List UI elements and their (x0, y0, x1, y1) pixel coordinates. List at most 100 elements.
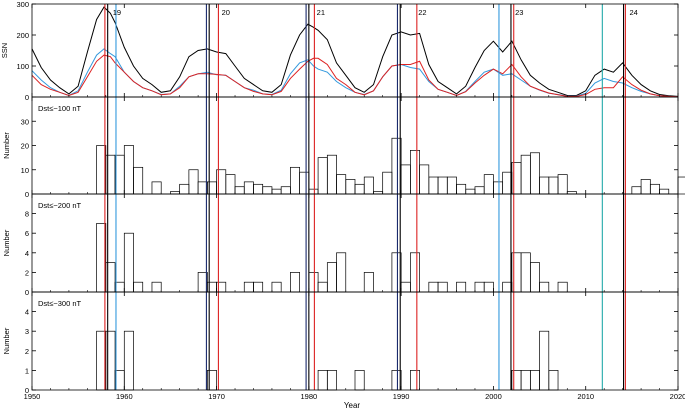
x-tick-label: 1980 (301, 392, 318, 401)
cycle-label-23: 23 (515, 8, 523, 17)
storm-count-bar (354, 183, 365, 195)
storm-count-bar (326, 262, 337, 293)
storm-count-bar (345, 179, 356, 195)
cycle-label-21: 21 (317, 8, 325, 17)
storm-count-bar (290, 166, 300, 195)
storm-count-bar (520, 252, 531, 293)
storm-count-bar (382, 171, 393, 195)
panel-frame-2 (31, 193, 679, 293)
x-tick-label: 1970 (208, 392, 225, 401)
storm-count-bar (677, 176, 685, 195)
storm-count-bar (308, 272, 319, 293)
cycle-label-19: 19 (113, 8, 121, 17)
storm-count-bar (354, 370, 365, 391)
storm-count-bar (225, 174, 236, 195)
storm-count-bar (280, 186, 291, 195)
storm-count-bar (299, 171, 310, 195)
storm-count-bar (539, 281, 550, 293)
storm-count-bar (539, 330, 550, 391)
panel-y-label: Number (2, 229, 11, 256)
storm-count-bar (548, 370, 559, 391)
storm-count-bar (456, 183, 467, 195)
storm-count-bar (446, 176, 457, 195)
storm-count-bar (520, 370, 531, 391)
storm-count-bar (428, 176, 439, 195)
storm-count-bar (400, 281, 411, 293)
x-tick-label: 2000 (485, 392, 502, 401)
ssn-y-tick-label: 0 (25, 93, 29, 102)
storm-count-bar (529, 262, 540, 293)
storm-count-bar (539, 176, 550, 195)
storm-count-bar (410, 150, 420, 195)
panel-y-label: Number (2, 132, 11, 159)
ssn-curves (31, 6, 679, 98)
histogram-bars (96, 137, 685, 391)
ssn-series-ssn_south (31, 54, 679, 98)
panel-y-tick-label: 20 (21, 142, 29, 151)
axis-ticks (31, 3, 679, 391)
storm-count-bar (640, 179, 651, 195)
ssn-y-tick-label: 200 (16, 31, 29, 40)
x-tick-label: 1960 (116, 392, 133, 401)
storm-count-bar (483, 174, 494, 195)
panel-frame-3 (31, 291, 679, 391)
storm-count-bar (123, 232, 134, 293)
storm-count-bar (234, 186, 245, 195)
storm-count-bar (243, 181, 254, 195)
storm-count-bar (243, 281, 254, 293)
panel-frames (31, 3, 679, 391)
panel-threshold-label: Dst≤−300 nT (38, 299, 82, 308)
storm-count-bar (437, 281, 448, 293)
panel-y-tick-label: 3 (25, 327, 29, 336)
storm-count-bar (659, 188, 670, 195)
ssn-y-label: SSN (0, 43, 9, 58)
storm-count-bar (179, 183, 190, 195)
storm-count-bar (123, 145, 134, 195)
x-tick-label: 1950 (24, 392, 41, 401)
storm-count-bar (317, 370, 328, 391)
storm-count-bar (474, 186, 485, 195)
panel-y-tick-label: 0 (25, 386, 29, 395)
storm-count-bar (271, 281, 282, 293)
storm-count-bar (493, 181, 504, 195)
storm-count-bar (290, 272, 300, 293)
panel-threshold-label: Dst≤−200 nT (38, 201, 82, 210)
storm-count-bar (336, 252, 347, 293)
storm-count-bar (410, 252, 420, 293)
storm-count-bar (400, 164, 411, 195)
storm-count-bar (456, 281, 467, 293)
storm-count-bar (123, 330, 134, 391)
storm-count-bar (151, 181, 162, 195)
storm-count-bar (631, 186, 642, 195)
panel-y-tick-label: 2 (25, 347, 29, 356)
storm-count-bar (308, 188, 319, 195)
storm-count-bar (483, 281, 494, 293)
storm-count-bar (649, 183, 660, 195)
cycle-max-lines (104, 4, 626, 390)
panel-y-tick-label: 30 (21, 117, 29, 126)
storm-count-bar (133, 166, 144, 195)
cycle-label-20: 20 (222, 8, 230, 17)
panel-y-tick-label: 4 (25, 249, 29, 258)
storm-count-bar (317, 281, 328, 293)
panel-y-tick-label: 0 (25, 190, 29, 199)
storm-count-bar (529, 370, 540, 391)
cycle-label-24: 24 (630, 8, 638, 17)
storm-count-bar (363, 272, 374, 293)
storm-count-bar (317, 157, 328, 195)
panel-y-tick-label: 0 (25, 288, 29, 297)
x-tick-label: 1990 (393, 392, 410, 401)
storm-count-bar (363, 176, 374, 195)
storm-count-bar (529, 152, 540, 195)
storm-count-bar (188, 169, 199, 195)
storm-count-bar (326, 154, 337, 195)
x-tick-label: 2010 (577, 392, 594, 401)
x-axis-label: Year (344, 401, 361, 410)
storm-count-bar (410, 370, 420, 391)
panel-threshold-label: Dst≤−100 nT (38, 104, 82, 113)
storm-count-bar (326, 370, 337, 391)
storm-count-bar (271, 188, 282, 195)
storm-count-bar (428, 281, 439, 293)
